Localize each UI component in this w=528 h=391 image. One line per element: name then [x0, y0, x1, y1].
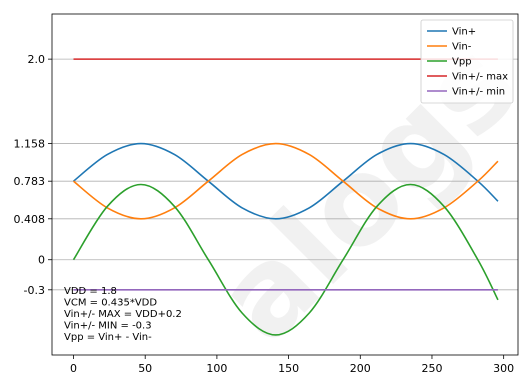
y-tick-label: 0 — [38, 254, 45, 267]
x-tick-label: 300 — [493, 362, 514, 375]
x-tick-label: 150 — [278, 362, 299, 375]
annotation-line: Vin+/- MIN = -0.3 — [64, 321, 152, 332]
x-axis-ticks: 0 50 100 150 200 250 300 — [70, 355, 514, 375]
series-line-vpp — [72, 183, 499, 336]
annotation-line: VDD = 1.8 — [64, 286, 117, 297]
annotation-line: Vpp = Vin+ - Vin- — [64, 332, 152, 343]
legend-label: Vin+ — [452, 27, 476, 38]
x-tick-label: 0 — [70, 362, 77, 375]
legend-label: Vin+/- max — [452, 72, 508, 83]
legend-box — [420, 19, 514, 104]
series-line-vin- — [73, 142, 499, 220]
y-tick-label: 0.408 — [14, 213, 46, 226]
legend: Vin+ Vin- Vpp Vin+/- max Vin+/- min — [420, 19, 514, 104]
annotation-line: VCM = 0.435*VDD — [64, 298, 157, 309]
legend-label: Vin+/- min — [452, 87, 505, 98]
x-tick-label: 250 — [421, 362, 442, 375]
x-tick-label: 50 — [138, 362, 152, 375]
y-tick-label: 2.0 — [28, 53, 46, 66]
y-tick-label: 1.158 — [14, 138, 46, 151]
annotation-line: Vin+/- MAX = VDD+0.2 — [64, 309, 182, 320]
y-axis-ticks: 2.0 1.158 0.783 0.408 0 -0.3 — [14, 53, 52, 297]
series-line-vin- — [73, 142, 499, 220]
x-tick-label: 100 — [206, 362, 227, 375]
y-tick-label: -0.3 — [24, 284, 45, 297]
plot-frame — [51, 13, 519, 356]
legend-label: Vpp — [452, 57, 472, 68]
x-tick-label: 200 — [350, 362, 371, 375]
legend-label: Vin- — [452, 42, 472, 53]
y-tick-label: 0.783 — [14, 175, 46, 188]
